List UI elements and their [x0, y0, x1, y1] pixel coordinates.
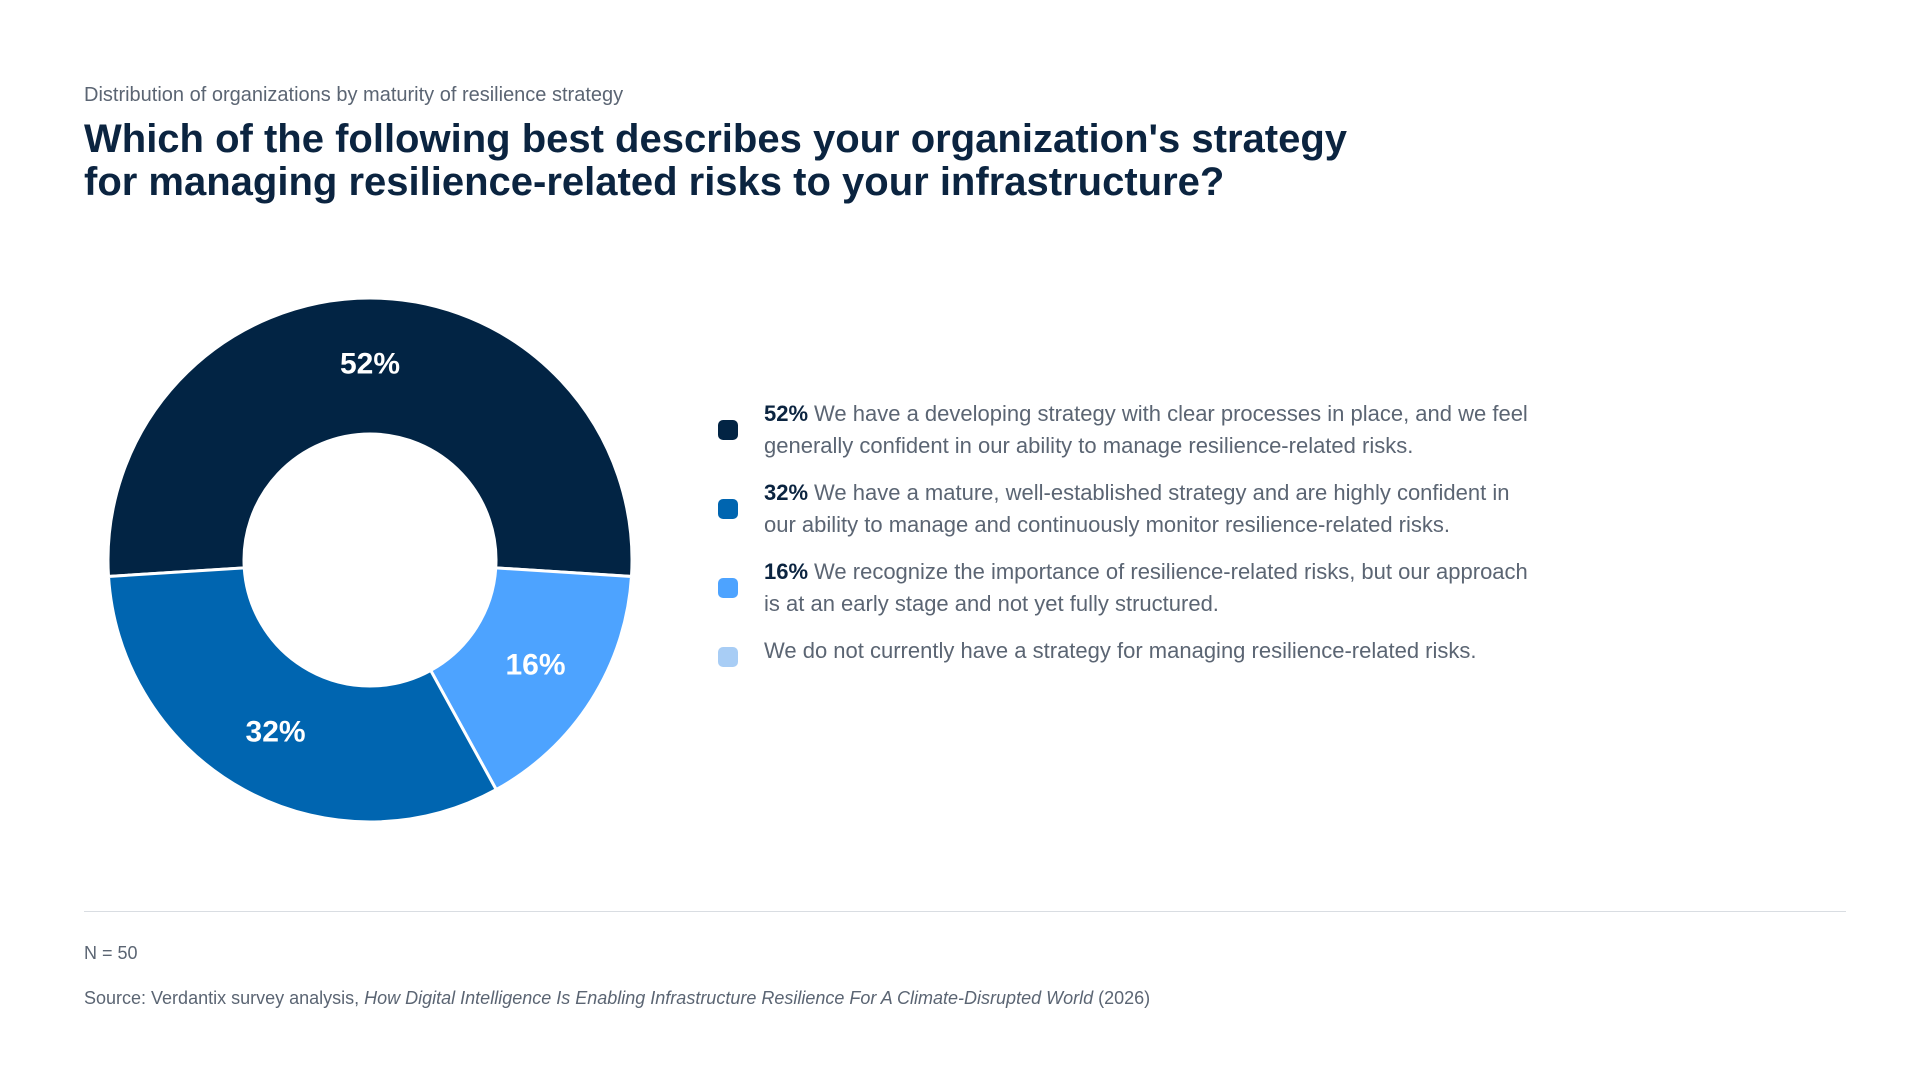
legend-item-label: 32% We have a mature, well-established st…	[764, 477, 1534, 541]
chart-title-line-2: for managing resilience-related risks to…	[84, 160, 1225, 204]
legend-item-percent: 16%	[764, 559, 809, 584]
source-report-title: How Digital Intelligence Is Enabling Inf…	[364, 988, 1094, 1008]
sample-size-note: N = 50	[84, 943, 138, 963]
donut-slice-label: 16%	[505, 649, 565, 682]
legend-item-text: We recognize the importance of resilienc…	[764, 559, 1528, 616]
legend-item-text: We do not currently have a strategy for …	[764, 638, 1477, 663]
chart-title: Which of the following best describes yo…	[84, 118, 1484, 204]
chart-title-line-1: Which of the following best describes yo…	[84, 117, 1348, 161]
legend-item-mature: 32% We have a mature, well-established st…	[718, 477, 1538, 541]
donut-slice-label: 32%	[246, 715, 306, 748]
donut-chart: 52% 16% 32%	[106, 296, 634, 824]
legend-item-label: We do not currently have a strategy for …	[764, 635, 1534, 667]
legend-item-percent: 52%	[764, 401, 809, 426]
legend-item-developing: 52% We have a developing strategy with cl…	[718, 398, 1538, 462]
legend-item-text: We have a developing strategy with clear…	[764, 401, 1528, 458]
source-prefix: Source: Verdantix survey analysis,	[84, 988, 365, 1008]
footer-divider	[84, 911, 1846, 912]
legend-swatch	[718, 499, 738, 519]
donut-slice-52pct	[106, 296, 634, 579]
legend-item-label: 16% We recognize the importance of resili…	[764, 556, 1534, 620]
legend-item-text: We have a mature, well-established strat…	[764, 480, 1510, 537]
legend-item-no-strategy: We do not currently have a strategy for …	[718, 635, 1538, 667]
legend: 52% We have a developing strategy with cl…	[718, 398, 1538, 682]
source-citation: Source: Verdantix survey analysis, How D…	[84, 988, 1150, 1009]
legend-swatch	[718, 647, 738, 667]
legend-swatch	[718, 578, 738, 598]
chart-subtitle: Distribution of organizations by maturit…	[84, 84, 624, 106]
legend-item-early-stage: 16% We recognize the importance of resili…	[718, 556, 1538, 620]
source-suffix: (2026)	[1093, 988, 1151, 1008]
legend-item-percent: 32%	[764, 480, 809, 505]
donut-slice-16pct	[428, 566, 634, 792]
legend-item-label: 52% We have a developing strategy with cl…	[764, 398, 1534, 462]
donut-slice-label: 52%	[340, 348, 400, 381]
legend-swatch	[718, 420, 738, 440]
donut-slice-32pct	[106, 566, 499, 824]
